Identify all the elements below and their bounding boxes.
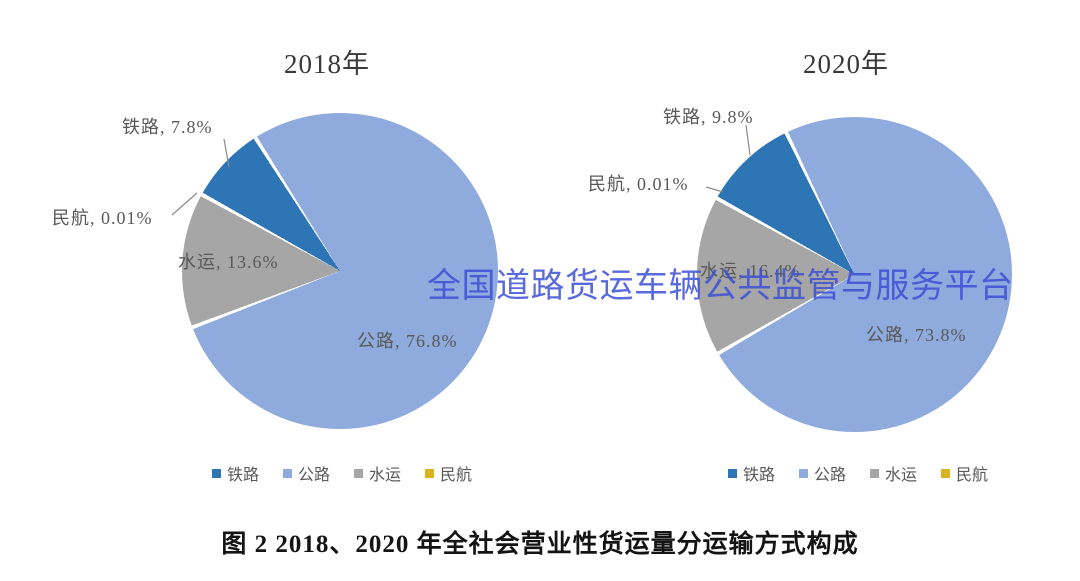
label-aviation-2018: 民航, 0.01% <box>52 208 153 228</box>
legend-2020: 铁路 公路 水运 民航 <box>698 461 1018 485</box>
legend-swatch-water <box>354 468 363 478</box>
legend-swatch-road <box>798 468 808 478</box>
legend-swatch-aviation <box>941 468 951 478</box>
chart-title-2018: 2018年 <box>284 49 370 79</box>
legend-item-road: 公路 <box>282 461 330 485</box>
legend-swatch-railway <box>211 468 221 478</box>
pie-2020 <box>697 117 1012 432</box>
label-water-2020: 水运, 16.4% <box>700 261 801 281</box>
label-railway-2020: 铁路, 9.8% <box>663 107 754 127</box>
pie-2018 <box>182 113 498 429</box>
legend-2018: 铁路 公路 水运 民航 <box>182 461 502 485</box>
legend-item-aviation: 民航 <box>425 461 472 485</box>
legend-label-aviation: 民航 <box>440 467 473 484</box>
legend-label-water: 水运 <box>369 467 402 484</box>
legend-label-aviation: 民航 <box>956 467 989 484</box>
label-water-2018: 水运, 13.6% <box>178 252 279 272</box>
legend-swatch-water <box>870 468 879 478</box>
legend-swatch-railway <box>727 468 737 478</box>
legend-item-aviation: 民航 <box>941 461 988 485</box>
legend-label-railway: 铁路 <box>742 467 775 484</box>
legend-item-railway: 铁路 <box>211 461 259 485</box>
legend-item-water: 水运 <box>870 461 917 485</box>
watermark-text: 全国道路货运车辆公共监管与服务平台 <box>427 267 1014 305</box>
leader-railway-2020 <box>745 124 751 156</box>
label-aviation-2020: 民航, 0.01% <box>588 174 689 194</box>
legend-label-railway: 铁路 <box>226 467 259 484</box>
label-road-2020: 公路, 73.8% <box>866 325 967 345</box>
legend-item-water: 水运 <box>354 461 401 485</box>
legend-swatch-aviation <box>425 468 435 478</box>
label-railway-2018: 铁路, 7.8% <box>122 117 213 137</box>
legend-swatch-road <box>282 468 292 478</box>
legend-item-railway: 铁路 <box>727 461 775 485</box>
figure-caption: 图 2 2018、2020 年全社会营业性货运量分运输方式构成 <box>221 531 859 558</box>
legend-label-road: 公路 <box>813 467 846 484</box>
legend-label-road: 公路 <box>297 467 330 484</box>
legend-item-road: 公路 <box>798 461 846 485</box>
legend-label-water: 水运 <box>885 467 918 484</box>
label-road-2018: 公路, 76.8% <box>357 331 458 351</box>
chart-title-2020: 2020年 <box>803 49 889 79</box>
